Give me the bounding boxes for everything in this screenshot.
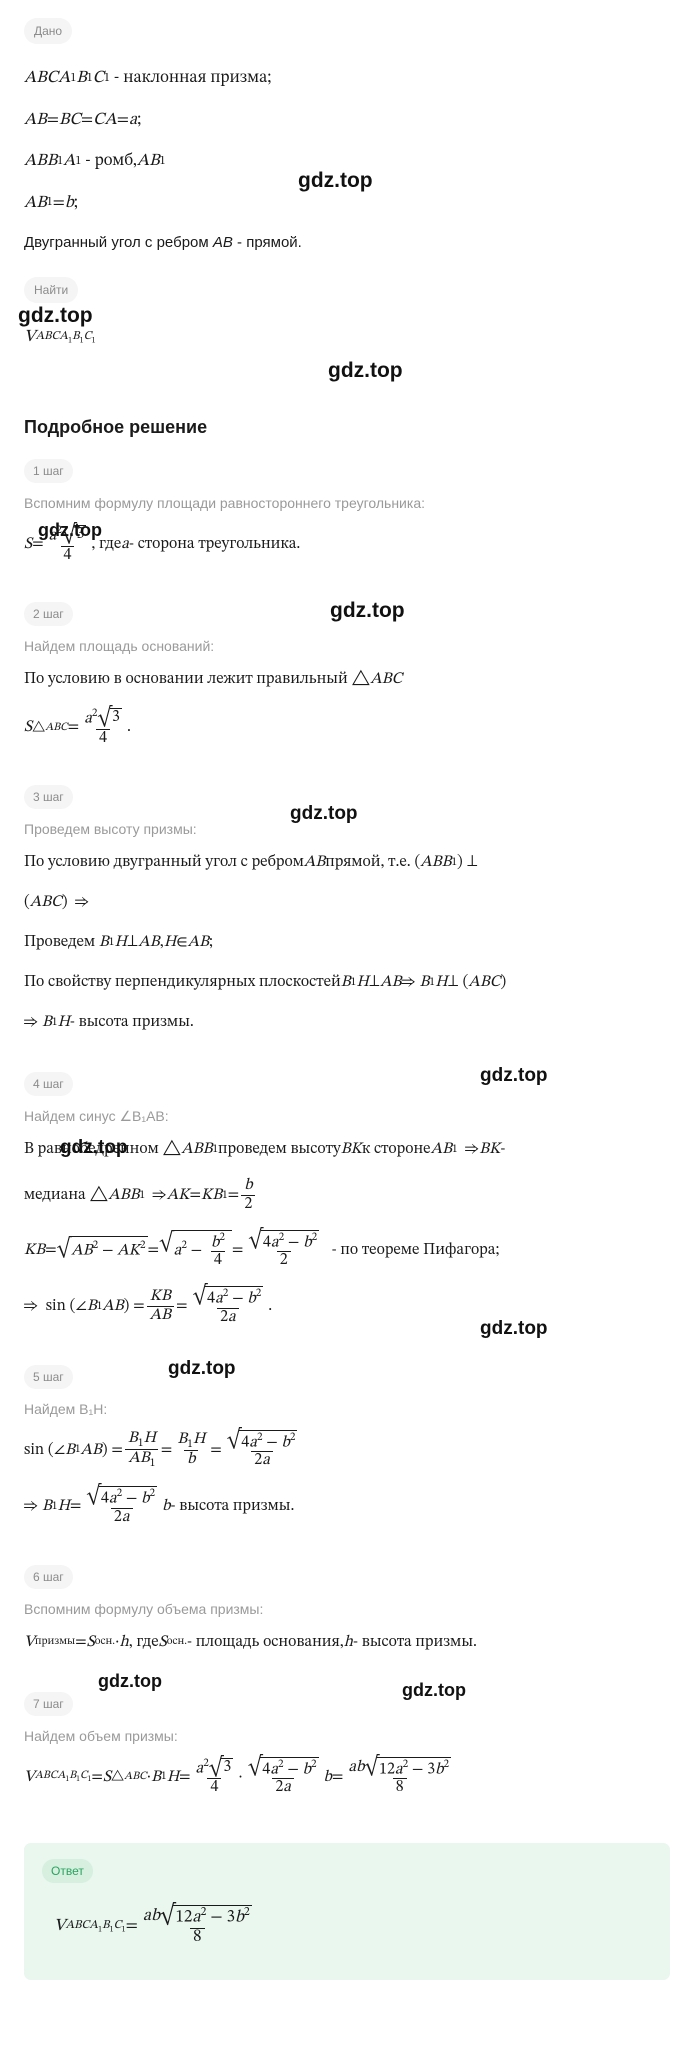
find-expression: VABCA1B1C1 — [24, 325, 670, 351]
given-math-line: AB = BC = CA = a; — [24, 108, 670, 134]
step-heading: Найдем синус ∠B₁AB: — [24, 1106, 670, 1127]
step-heading: Вспомним формулу площади равностороннего… — [24, 493, 670, 514]
answer-badge: Ответ — [42, 1859, 93, 1883]
step-line: sin (∠B1AB) = B1HAB1 = B1Hb = 4a2 − b22a — [24, 1430, 670, 1471]
given-badge: Дано — [24, 18, 72, 44]
given-math-line: ABCA1B1C1 - наклонная призма; — [24, 66, 670, 92]
step-line: По свойству перпендикулярных плоскостей … — [24, 970, 670, 994]
step-line: По условию двугранный угол с ребром AB п… — [24, 850, 670, 874]
step-line: ⇒ sin (∠B1AB) = KBAB = 4a2 − b22a . — [24, 1286, 670, 1327]
step-line: S = a234 , где a - сторона треугольника. — [24, 524, 670, 564]
given-math-line: AB1 = b; — [24, 191, 670, 217]
step-heading: Вспомним формулу объема призмы: — [24, 1599, 670, 1620]
step-line: S△ABC = a234 . — [24, 707, 670, 747]
step-badge: 4 шаг — [24, 1072, 73, 1096]
step-heading: Найдем B₁H: — [24, 1399, 670, 1420]
step-heading: Найдем объем призмы: — [24, 1726, 670, 1747]
step-line: Vпризмы = Sосн. · h, где Sосн. - площадь… — [24, 1630, 670, 1654]
step-line: По условию в основании лежит правильный … — [24, 667, 670, 691]
step-line: ⇒ B1H = 4a2 − b22a b - высота призмы. — [24, 1486, 670, 1527]
given-block: ABCA1B1C1 - наклонная призма; AB = BC = C… — [24, 66, 670, 255]
step-badge: 5 шаг — [24, 1365, 73, 1389]
step-line: KB = AB2 − AK2 = a2 − b24 = 4a2 − b22 - … — [24, 1230, 670, 1271]
step-heading: Найдем площадь оснований: — [24, 636, 670, 657]
steps-block: 1 шаг Вспомним формулу площади равносторо… — [24, 459, 670, 1835]
step-badge: 1 шаг — [24, 459, 73, 483]
answer-expression: VABCA1B1C1 = ab12a2 − 3b28 — [54, 1905, 652, 1948]
step-line: VABCA1B1C1 = S△ABC · B1H = a234 · 4a2 − … — [24, 1757, 670, 1798]
step-line: Проведем B1H ⊥ AB, H ∈ AB; — [24, 930, 670, 954]
step-line: (ABC) ⇒ — [24, 890, 670, 914]
step-heading: Проведем высоту призмы: — [24, 819, 670, 840]
step-line: ⇒ B1H - высота призмы. — [24, 1010, 670, 1034]
step-badge: 3 шаг — [24, 785, 73, 809]
solution-title: Подробное решение — [24, 414, 670, 441]
answer-box: Ответ VABCA1B1C1 = ab12a2 − 3b28 — [24, 1843, 670, 1980]
given-math-line: ABB1A1 - ромб, AB1 — [24, 149, 670, 175]
given-text-line: Двугранный угол с ребром AB - прямой. — [24, 232, 670, 255]
step-line: медиана △ABB1 ⇒ AK = KB1 = b2 — [24, 1177, 670, 1213]
step-badge: 7 шаг — [24, 1692, 73, 1716]
step-line: В равнобедренном △ABB1 проведем высоту B… — [24, 1137, 670, 1161]
find-badge: Найти — [24, 277, 78, 303]
step-badge: 2 шаг — [24, 602, 73, 626]
step-badge: 6 шаг — [24, 1565, 73, 1589]
